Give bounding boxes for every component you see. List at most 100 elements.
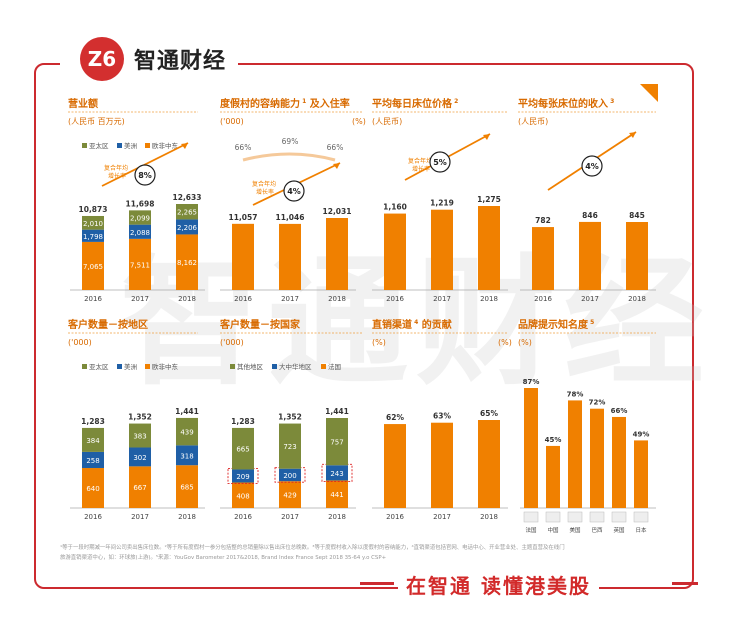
bar-label-6-0: 62%: [386, 413, 404, 422]
bar-label-7-4: 66%: [611, 407, 628, 415]
chart-title-1: 度假村的容纳能力 1 及入住率: [220, 97, 350, 110]
cagr-label2-1: 增长率: [256, 188, 274, 196]
bar-label-4-1-1: 302: [133, 454, 146, 462]
bar-label-1-2: 12,031: [323, 207, 352, 216]
legend-label-5-2: 法国: [328, 362, 341, 371]
legend-swatch-0-0: [82, 143, 87, 148]
legend-swatch-0-2: [145, 143, 150, 148]
bar-label-4-2-0: 685: [180, 484, 193, 492]
cagr-label2-2: 增长率: [412, 165, 430, 173]
cagr-label-1: 复合年均: [252, 180, 276, 188]
cagr-arrowhead-2: [483, 134, 490, 140]
bar-label-4-1-0: 667: [133, 484, 146, 492]
bar-5-2-2: [326, 418, 348, 466]
bar-label-0-2-1: 2,206: [177, 224, 198, 232]
bar-4-0-0: [82, 468, 104, 508]
bar-0-0-2: [82, 215, 104, 230]
chart-unit-right-6: (%): [498, 338, 512, 347]
bar-label-0-1-2: 2,099: [130, 215, 150, 223]
bar-label-6-2: 65%: [480, 409, 498, 418]
bar-label-2-1: 1,219: [430, 199, 454, 208]
bar-5-0-1: [232, 469, 254, 483]
bar-label-4-0-2: 384: [86, 437, 100, 445]
chart-unit-1: ('000): [220, 117, 244, 126]
slogan-rule-left: [360, 582, 394, 585]
bar-3-1: [579, 221, 601, 290]
cagr-arrowhead-0: [181, 143, 188, 149]
tick-label-7-3: 巴西: [591, 527, 603, 534]
tick-label-4-0: 2016: [84, 513, 102, 521]
cagr-value-1: 4%: [287, 187, 301, 196]
bar-label-3-0: 782: [535, 216, 551, 225]
bar-label-0-0-1: 1,798: [83, 233, 103, 241]
total-label-5-1: 1,352: [278, 413, 302, 422]
bar-label-0-2-0: 8,162: [177, 259, 197, 267]
bar-7-0: [524, 388, 538, 508]
bar-label-0-0-0: 7,065: [83, 263, 103, 271]
bar-7-1: [546, 445, 560, 508]
bar-6-1: [431, 422, 453, 508]
bar-4-1-1: [129, 447, 151, 467]
bar-0-1-0: [129, 238, 151, 290]
bar-4-1-2: [129, 423, 151, 448]
tick-label-5-0: 2016: [234, 513, 252, 521]
legend-label-0-0: 亚太区: [89, 141, 109, 150]
chart-title-6: 直销渠道 4 的贡献: [372, 318, 452, 331]
tick-label-7-4: 英国: [613, 526, 625, 534]
bar-5-1-1: [279, 468, 301, 482]
bar-3-2: [626, 222, 648, 290]
flag-icon-2: [567, 511, 583, 523]
chart-title-5: 客户数量－按国家: [219, 318, 301, 331]
bar-label-1-1: 11,046: [276, 213, 305, 222]
bar-2-0: [384, 213, 406, 290]
content-frame: [34, 63, 694, 589]
bar-4-0-2: [82, 427, 104, 452]
legend-label-5-0: 其他地区: [237, 362, 264, 371]
total-label-0-0: 10,873: [79, 205, 108, 214]
tick-label-7-1: 中国: [547, 526, 559, 534]
tick-label-3-1: 2017: [581, 295, 599, 303]
tick-label-7-5: 日本: [635, 526, 647, 534]
bar-label-5-2-1: 243: [330, 470, 343, 478]
tick-label-7-0: 法国: [525, 526, 537, 534]
legend-swatch-4-0: [82, 364, 87, 369]
bar-label-4-2-1: 318: [180, 452, 193, 460]
tick-label-3-2: 2018: [628, 295, 646, 303]
bar-7-3: [590, 408, 604, 508]
chart-title-7: 品牌提示知名度 5: [518, 318, 594, 331]
tick-label-4-2: 2018: [178, 513, 196, 521]
flag-icon-5: [633, 511, 649, 523]
bar-5-2-0: [326, 480, 348, 508]
bar-label-7-0: 87%: [523, 378, 540, 386]
brand-logo[interactable]: Z6 智通财经: [60, 34, 239, 84]
tick-label-0-2: 2018: [178, 295, 196, 303]
tick-label-1-0: 2016: [234, 295, 252, 303]
cagr-label-0: 复合年均: [104, 164, 128, 172]
cagr-value-3: 4%: [585, 162, 599, 171]
legend-label-4-2: 欧非中东: [152, 362, 179, 371]
tick-label-2-1: 2017: [433, 295, 451, 303]
occupancy-label-1: 69%: [282, 137, 299, 146]
legend-label-0-2: 欧非中东: [152, 141, 179, 150]
bar-label-7-3: 72%: [589, 399, 606, 407]
total-label-5-2: 1,441: [325, 407, 349, 416]
chart-unit-5: ('000): [220, 338, 244, 347]
bar-label-2-0: 1,160: [383, 203, 407, 212]
cagr-arrowhead-3: [629, 132, 636, 138]
bar-label-5-2-0: 441: [330, 491, 343, 499]
tick-label-6-1: 2017: [433, 513, 451, 521]
bar-5-0-2: [232, 427, 254, 470]
tick-label-2-2: 2018: [480, 295, 498, 303]
chart-title-0: 营业额: [68, 97, 98, 110]
bar-5-2-1: [326, 465, 348, 481]
bar-0-2-0: [176, 234, 198, 290]
legend-label-0-1: 美洲: [124, 141, 137, 150]
bar-label-5-1-2: 723: [283, 443, 296, 451]
bar-3-0: [532, 227, 554, 290]
bar-label-4-2-2: 439: [180, 429, 193, 437]
cagr-circle-0: [134, 164, 156, 186]
bar-1-0: [232, 223, 254, 290]
legend-swatch-4-1: [117, 364, 122, 369]
legend-swatch-5-0: [230, 364, 235, 369]
